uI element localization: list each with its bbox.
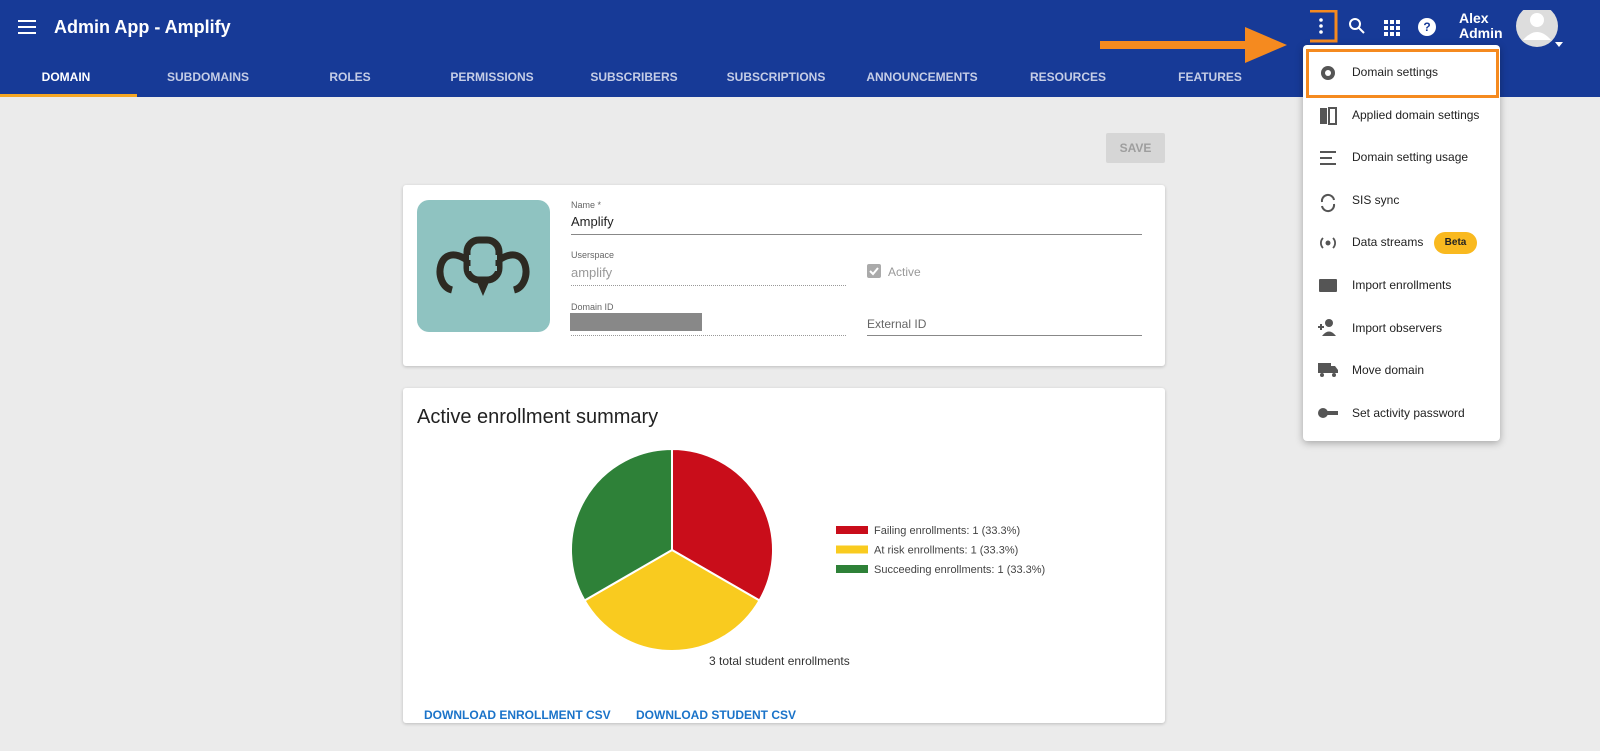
- external-id-underline: [867, 335, 1142, 336]
- menu-item[interactable]: Domain setting usage: [1352, 150, 1469, 165]
- legend-swatch: [836, 565, 868, 573]
- svg-text:?: ?: [1423, 20, 1430, 34]
- menu-item[interactable]: Move domain: [1352, 363, 1425, 378]
- user-first: Alex: [1459, 10, 1489, 26]
- redacted-id: [570, 313, 702, 331]
- download-enrollment[interactable]: DOWNLOAD ENROLLMENT CSV: [424, 708, 611, 722]
- menu-item[interactable]: SIS sync: [1352, 192, 1400, 207]
- tab[interactable]: PERMISSIONS: [450, 70, 534, 84]
- active-label: Active: [888, 265, 921, 279]
- domain-id-underline: [571, 335, 846, 336]
- annotation-arrow: [1100, 27, 1287, 63]
- name-underline: [571, 234, 1142, 235]
- pie-slice: [570, 447, 673, 602]
- summary-card: [403, 388, 1165, 723]
- legend-swatch: [836, 545, 868, 554]
- toolbar-icons: ?: [1310, 10, 1563, 47]
- pie-slice: [671, 447, 774, 602]
- legend-label: At risk enrollments: 1 (33.3%): [874, 545, 1018, 557]
- menu-item[interactable]: Import enrollments: [1352, 278, 1452, 292]
- legend-label: Failing enrollments: 1 (33.3%): [874, 525, 1020, 537]
- userspace-label: Userspace: [571, 250, 615, 260]
- active-checkbox[interactable]: [867, 264, 881, 278]
- tab[interactable]: RESOURCES: [1029, 70, 1106, 84]
- chart-caption: 3 total student enrollments: [709, 654, 850, 668]
- app-title: Admin App - Amplify: [54, 17, 231, 37]
- pie-chart: Failing enrollments: 1 (33.3%) At risk en…: [570, 447, 1045, 652]
- userspace-value: amplify: [571, 265, 613, 280]
- tab[interactable]: SUBSCRIBERS: [590, 70, 678, 84]
- user-last: Admin: [1459, 25, 1503, 41]
- menu-button[interactable]: [18, 19, 38, 35]
- tab[interactable]: SUBDOMAINS: [166, 70, 249, 84]
- legend-label: Succeeding enrollments: 1 (33.3%): [874, 564, 1045, 576]
- menu-item[interactable]: Domain settings: [1352, 65, 1439, 79]
- domain-id-label: Domain ID: [571, 302, 614, 312]
- name-value[interactable]: Amplify: [571, 214, 614, 229]
- legend-swatch: [836, 526, 868, 534]
- download-student[interactable]: DOWNLOAD STUDENT CSV: [636, 708, 796, 722]
- menu-item[interactable]: Data streams: [1352, 235, 1424, 250]
- external-id-label[interactable]: External ID: [867, 317, 927, 331]
- menu-highlight: [1306, 49, 1499, 98]
- tab[interactable]: ANNOUNCEMENTS: [866, 70, 978, 84]
- save-button[interactable]: SAVE: [1106, 133, 1165, 163]
- userspace-underline: [571, 285, 846, 286]
- tab[interactable]: FEATURES: [1178, 70, 1242, 84]
- name-label: Name *: [571, 200, 602, 210]
- domain-logo: [417, 200, 550, 332]
- beta-badge: Beta: [1434, 232, 1477, 254]
- tab[interactable]: SUBSCRIPTIONS: [726, 70, 826, 84]
- summary-title: Active enrollment summary: [417, 406, 659, 428]
- user-name: Alex Admin: [1459, 11, 1503, 41]
- menu-item[interactable]: Set activity password: [1352, 405, 1465, 420]
- menu-item[interactable]: Applied domain settings: [1352, 107, 1480, 122]
- menu-item[interactable]: Import observers: [1352, 320, 1443, 335]
- tab-indicator: [0, 94, 137, 97]
- tab[interactable]: ROLES: [329, 70, 371, 84]
- menu-icons: [1318, 66, 1338, 418]
- tab[interactable]: DOMAIN: [41, 70, 91, 84]
